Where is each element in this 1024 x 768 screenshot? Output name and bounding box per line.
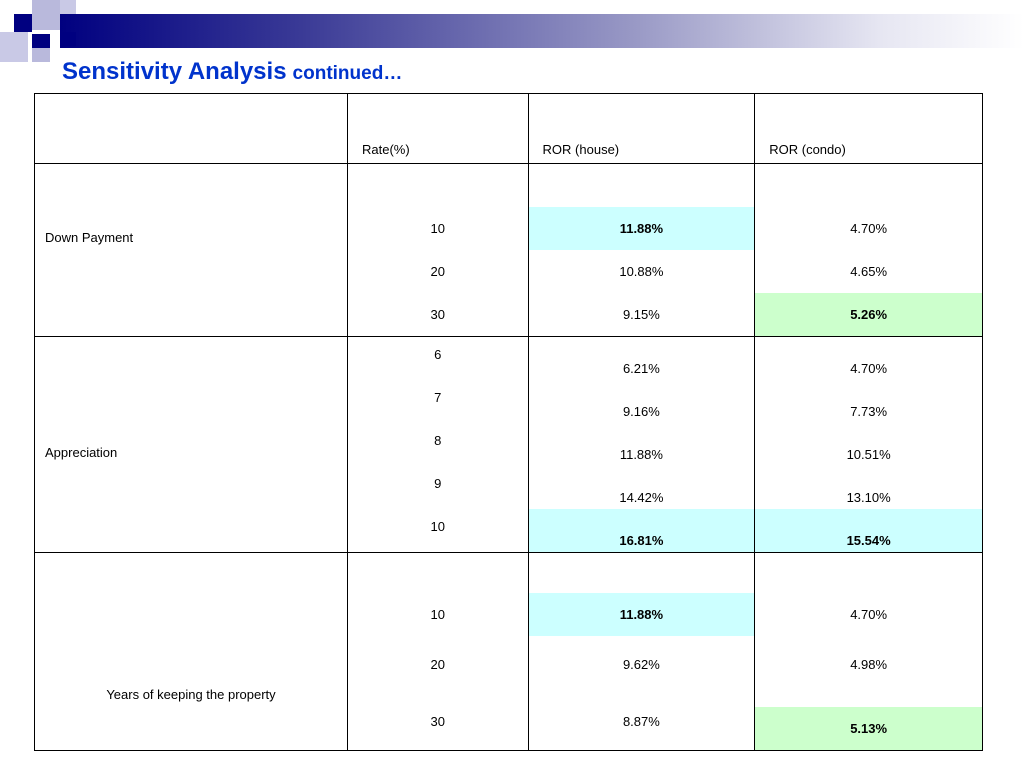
ror-house-value: 11.88% [619, 447, 663, 462]
sensitivity-table: Rate(%) ROR (house) ROR (condo) Down Pay… [34, 93, 983, 751]
house-years: 11.88% 9.62% 8.87% [527, 552, 756, 751]
header-cell-empty [34, 93, 348, 164]
decor-square [60, 32, 76, 46]
label-cell-down-payment: Down Payment [34, 163, 348, 337]
header-cell-rate: Rate(%) [346, 93, 529, 164]
header-cell-ror-house: ROR (house) [527, 93, 756, 164]
condo-years: 4.70% 4.98% 5.13% [754, 552, 983, 751]
ror-condo-value: 5.26% [755, 293, 982, 336]
rates-down-payment: 10 20 30 [346, 163, 529, 337]
section-years: Years of keeping the property 10 20 30 1… [34, 552, 983, 751]
ror-condo-value: 10.51% [846, 447, 891, 462]
rate-value: 10 [430, 221, 445, 236]
condo-down-payment: 4.70% 4.65% 5.26% [754, 163, 983, 337]
slide-title-sub: continued… [292, 63, 403, 84]
ror-condo-value: 5.13% [755, 707, 982, 750]
ror-condo-value: 7.73% [850, 404, 888, 419]
ror-condo-value: 4.70% [850, 221, 888, 236]
rate-value: 6 [434, 347, 442, 362]
rate-value: 9 [434, 476, 442, 491]
ror-house-value: 14.42% [619, 490, 664, 505]
ror-house-value: 8.87% [622, 714, 660, 729]
ror-house-value: 9.16% [622, 404, 660, 419]
header-gradient-bar [60, 14, 1024, 48]
decor-square [14, 14, 32, 32]
decor-square [32, 48, 50, 62]
label-cell-years: Years of keeping the property [34, 552, 348, 751]
ror-condo-value: 4.98% [850, 657, 888, 672]
ror-condo-value: 4.70% [850, 607, 888, 622]
label-down-payment: Down Payment [45, 230, 134, 245]
header-ror-condo-label: ROR (condo) [769, 142, 846, 157]
rate-value: 30 [430, 307, 445, 322]
ror-house-value: 9.15% [622, 307, 660, 322]
rate-value: 20 [430, 657, 445, 672]
ror-condo-value: 13.10% [846, 490, 891, 505]
label-cell-appreciation: Appreciation [34, 336, 348, 553]
label-years: Years of keeping the property [106, 687, 276, 702]
ror-house-value: 10.88% [619, 264, 664, 279]
header-ror-house-label: ROR (house) [542, 142, 620, 157]
slide-title-main: Sensitivity Analysis [62, 58, 287, 85]
ror-condo-value: 4.65% [850, 264, 888, 279]
rate-value: 10 [430, 607, 445, 622]
section-appreciation: Appreciation 6 7 8 9 10 6.21% 9.16% 11.8… [34, 336, 983, 553]
ror-house-value: 6.21% [622, 361, 660, 376]
ror-condo-value: 4.70% [850, 361, 888, 376]
decor-square [32, 34, 50, 48]
rate-value: 7 [434, 390, 442, 405]
ror-house-value: 11.88% [528, 207, 755, 250]
table-header-row: Rate(%) ROR (house) ROR (condo) [34, 93, 983, 164]
rates-appreciation: 6 7 8 9 10 [346, 336, 529, 553]
rate-value: 20 [430, 264, 445, 279]
decor-square [0, 32, 28, 62]
section-down-payment: Down Payment 10 20 30 11.88% 10.88% 9.15… [34, 163, 983, 337]
ror-house-value: 11.88% [528, 593, 755, 636]
label-appreciation: Appreciation [45, 445, 118, 460]
house-down-payment: 11.88% 10.88% 9.15% [527, 163, 756, 337]
condo-appreciation: 4.70% 7.73% 10.51% 13.10% 15.54% [754, 336, 983, 553]
rate-value: 10 [430, 519, 445, 534]
rate-value: 30 [430, 714, 445, 729]
header-cell-ror-condo: ROR (condo) [754, 93, 983, 164]
ror-house-value: 16.81% [528, 509, 755, 552]
decor-square [32, 0, 60, 30]
rates-years: 10 20 30 [346, 552, 529, 751]
house-appreciation: 6.21% 9.16% 11.88% 14.42% 16.81% [527, 336, 756, 553]
rate-value: 8 [434, 433, 442, 448]
ror-house-value: 9.62% [622, 657, 660, 672]
decor-square [60, 0, 76, 14]
ror-condo-value: 15.54% [755, 509, 982, 552]
header-rate-label: Rate(%) [361, 142, 410, 157]
slide-title: Sensitivity Analysis continued… [62, 58, 402, 86]
